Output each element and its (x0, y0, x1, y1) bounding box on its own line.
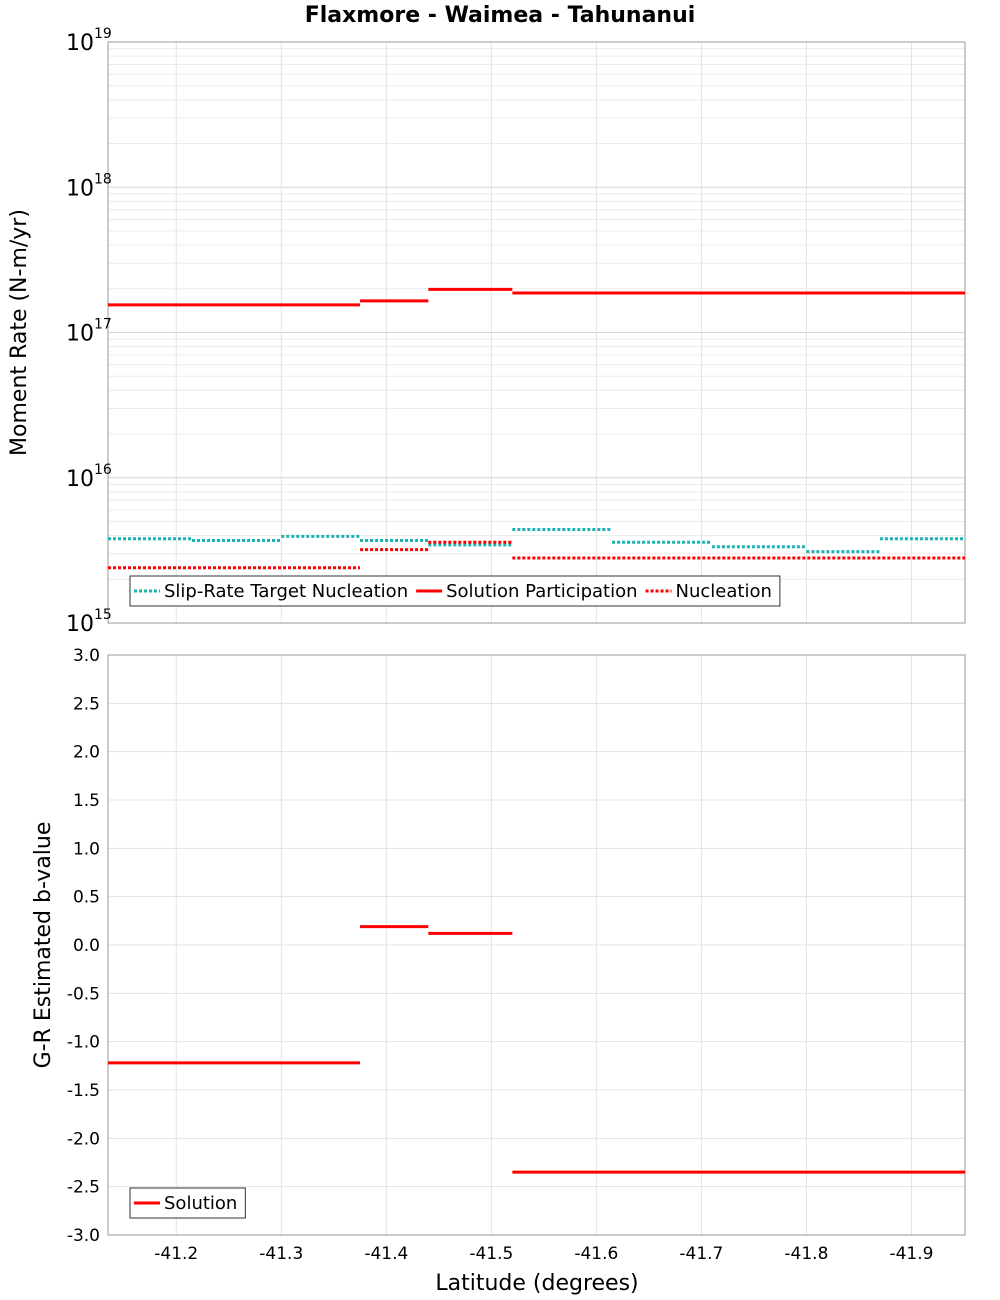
legend-label-solution-participation: Solution Participation (446, 581, 637, 602)
y-axis-label: Moment Rate (N-m/yr) (7, 209, 32, 456)
x-tick-label: -41.2 (154, 1244, 198, 1264)
legend-label-solution: Solution (164, 1193, 237, 1214)
moment-rate-panel: 1015 1016 1017 1018 1019 Moment Rate (N-m/yr)… (7, 26, 966, 637)
chart-title: Flaxmore - Waimea - Tahunanui (305, 3, 696, 28)
y-axis-label: G-R Estimated b-value (31, 822, 56, 1069)
y-tick-label: -2.0 (67, 1129, 100, 1149)
legend-box (129, 575, 781, 607)
x-tick-label: -41.5 (469, 1244, 513, 1264)
x-tick-label: -41.4 (364, 1244, 408, 1264)
legend-label-nucleation: Nucleation (676, 581, 772, 602)
y-tick-label: 3.0 (73, 646, 100, 666)
x-tick-label: -41.8 (784, 1244, 828, 1264)
y-tick-label: 1016 (66, 462, 112, 492)
y-tick-label: 1017 (66, 317, 112, 347)
y-tick-label: 1.5 (73, 791, 100, 811)
x-tick-label: -41.3 (259, 1244, 303, 1264)
y-tick-label: 1015 (66, 607, 112, 637)
y-tick-label: 0.5 (73, 888, 100, 908)
y-tick-label: -2.5 (67, 1178, 100, 1198)
x-axis-label: Latitude (degrees) (435, 1271, 638, 1296)
x-tick-label: -41.7 (679, 1244, 723, 1264)
plot-frame (107, 654, 966, 1236)
grid (108, 42, 965, 624)
plot-frame (107, 41, 966, 624)
y-tick-label: 1.0 (73, 839, 100, 859)
y-tick-label: -1.5 (67, 1081, 100, 1101)
y-tick-label: -0.5 (67, 984, 100, 1004)
y-tick-label: 0.0 (73, 936, 100, 956)
y-tick-label: 1018 (66, 171, 112, 201)
b-value-panel: 3.0 2.5 2.0 1.5 1.0 0.5 0.0 -0.5 -1.0 -1.5 -2.0 -2.… (31, 646, 966, 1264)
legend: Solution (129, 1187, 246, 1219)
y-tick-label: 2.0 (73, 743, 100, 763)
series-group (108, 287, 965, 570)
y-tick-label: 1019 (66, 26, 112, 56)
x-tick-label: -41.9 (889, 1244, 933, 1264)
x-tick-label: -41.6 (574, 1244, 618, 1264)
legend-label-slip-rate-target-nucleation: Slip-Rate Target Nucleation (164, 581, 408, 602)
y-tick-label: -3.0 (67, 1226, 100, 1246)
series-group (108, 925, 965, 1174)
legend: Slip-Rate Target Nucleation Solution Part… (129, 575, 781, 607)
y-tick-label: -1.0 (67, 1033, 100, 1053)
y-tick-label: 2.5 (73, 694, 100, 714)
